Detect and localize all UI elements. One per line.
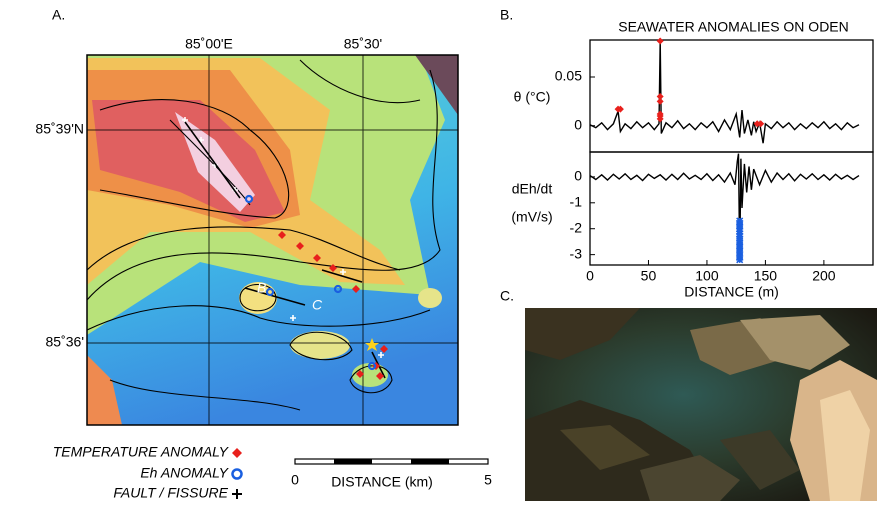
data-line <box>589 153 860 263</box>
x-tick-label: 100 <box>695 268 719 284</box>
marker <box>616 105 624 113</box>
marker <box>736 252 744 260</box>
marker <box>736 236 744 244</box>
lat-label: 85˚36' <box>46 334 84 350</box>
y-tick-label: 0 <box>574 168 582 184</box>
data-line <box>589 39 860 144</box>
marker <box>656 92 664 100</box>
lon-label: 85˚30' <box>344 36 382 52</box>
y-axis-label: θ (°C) <box>514 89 551 105</box>
marker <box>736 256 744 264</box>
legend-label: Eh ANOMALY <box>140 465 229 481</box>
lon-label: 85˚00'E <box>185 36 233 52</box>
marker <box>656 97 664 105</box>
legend-marker <box>231 468 243 480</box>
marker <box>736 217 744 225</box>
marker <box>656 115 664 123</box>
y-tick-label: 0.05 <box>555 68 582 84</box>
legend-marker <box>232 489 242 499</box>
y-tick-label: -2 <box>570 219 583 235</box>
scale-label: DISTANCE (km) <box>331 474 433 490</box>
marker <box>736 248 744 256</box>
scale-bar <box>294 458 489 465</box>
marker <box>753 120 761 128</box>
legend-label: FAULT / FISSURE <box>113 485 228 501</box>
scale-label: 0 <box>291 472 299 488</box>
seafloor-photo <box>525 308 877 501</box>
x-tick-label: 200 <box>812 268 836 284</box>
marker <box>736 221 744 229</box>
panel-label: B. <box>500 7 513 23</box>
marker <box>656 37 664 45</box>
x-tick-label: 150 <box>754 268 778 284</box>
plot-frame <box>589 39 874 153</box>
legend-label: TEMPERATURE ANOMALY <box>53 444 230 460</box>
panel-label: A. <box>52 7 65 23</box>
marker <box>736 244 744 252</box>
marker <box>736 240 744 248</box>
x-tick-label: 0 <box>586 268 594 284</box>
panel-label: C. <box>500 288 514 304</box>
y-axis-label: (mV/s) <box>511 209 552 225</box>
anomaly-charts: SEAWATER ANOMALIES ON ODEN θ (°C) 0 0.05 dEh… <box>511 19 874 300</box>
lat-label: 85˚39'N <box>35 121 84 137</box>
y-tick-label: -1 <box>570 194 583 210</box>
scale-label: 5 <box>484 472 492 488</box>
y-tick-label: 0 <box>574 116 582 132</box>
site-label: B <box>257 280 266 296</box>
x-axis-label: DISTANCE (m) <box>684 284 779 300</box>
marker <box>757 120 765 128</box>
y-axis-label: dEh/dt <box>512 181 553 197</box>
plot-frame <box>589 151 874 266</box>
marker <box>736 232 744 241</box>
site-label: C <box>312 297 323 313</box>
x-tick-label: 50 <box>641 268 657 284</box>
bathymetry-map <box>87 55 458 425</box>
y-tick-label: -3 <box>570 245 583 261</box>
legend-marker <box>232 448 242 458</box>
chart-title: SEAWATER ANOMALIES ON ODEN <box>618 19 849 35</box>
